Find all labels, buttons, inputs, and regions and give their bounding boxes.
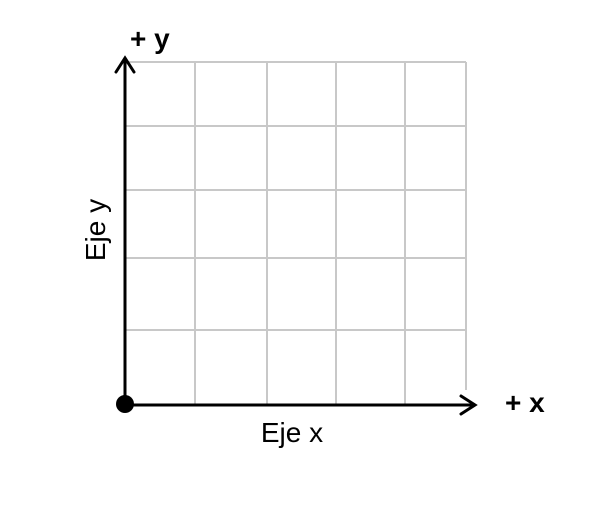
y-axis-arrow-icon <box>114 55 136 74</box>
y-axis-end-label: + y <box>130 23 170 54</box>
x-axis-end-label: + x <box>505 387 545 418</box>
x-axis-name: Eje x <box>261 417 323 448</box>
x-axis-arrow-icon <box>459 394 478 416</box>
y-axis <box>114 55 136 407</box>
x-axis <box>123 394 478 416</box>
y-axis-name: Eje y <box>80 199 111 261</box>
origin-point <box>116 395 134 413</box>
grid <box>125 61 467 405</box>
